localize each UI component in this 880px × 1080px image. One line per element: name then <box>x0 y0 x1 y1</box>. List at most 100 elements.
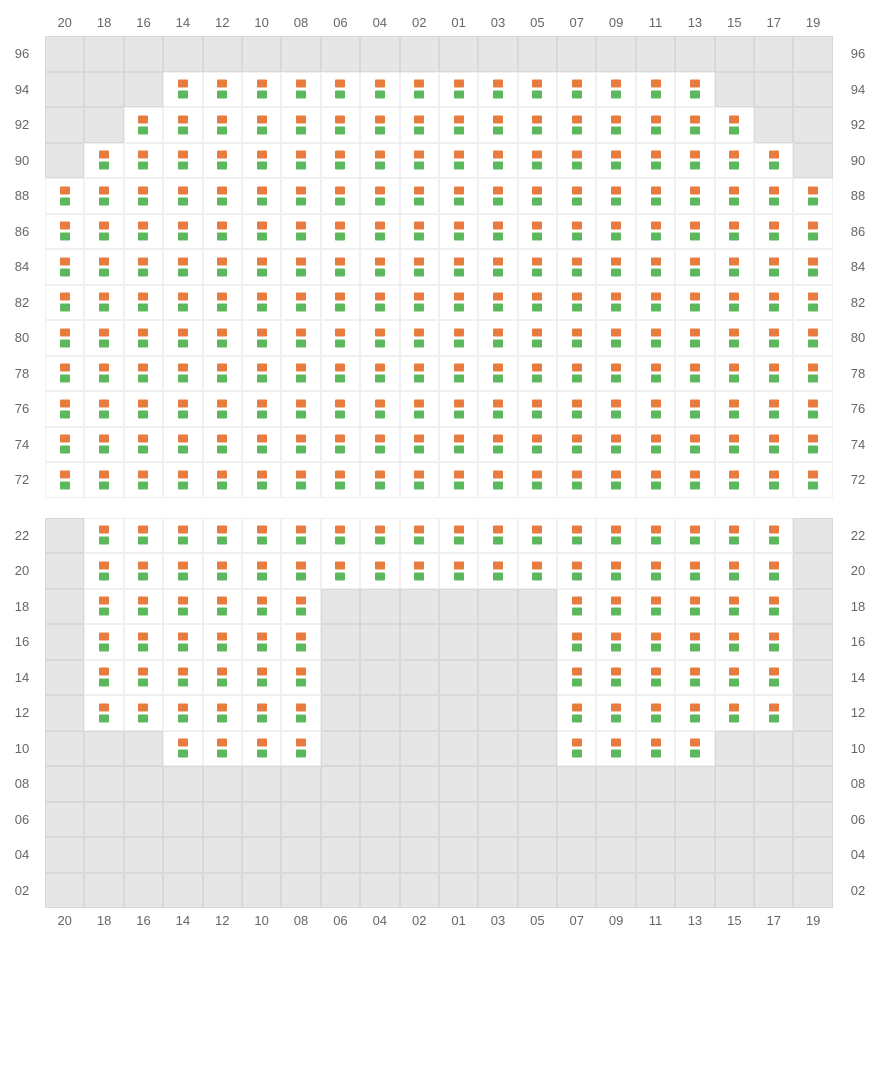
seat-cell[interactable] <box>596 356 635 392</box>
seat-cell[interactable] <box>45 320 84 356</box>
seat-cell[interactable] <box>518 320 557 356</box>
seat-cell[interactable] <box>636 285 675 321</box>
seat-cell[interactable] <box>45 391 84 427</box>
seat-cell[interactable] <box>715 589 754 625</box>
seat-cell[interactable] <box>439 391 478 427</box>
seat-cell[interactable] <box>478 178 517 214</box>
seat-cell[interactable] <box>281 320 320 356</box>
seat-cell[interactable] <box>715 249 754 285</box>
seat-cell[interactable] <box>45 356 84 392</box>
seat-cell[interactable] <box>84 285 123 321</box>
seat-cell[interactable] <box>321 356 360 392</box>
seat-cell[interactable] <box>124 589 163 625</box>
seat-cell[interactable] <box>281 391 320 427</box>
seat-cell[interactable] <box>203 518 242 554</box>
seat-cell[interactable] <box>754 249 793 285</box>
seat-cell[interactable] <box>45 214 84 250</box>
seat-cell[interactable] <box>557 660 596 696</box>
seat-cell[interactable] <box>321 214 360 250</box>
seat-cell[interactable] <box>557 589 596 625</box>
seat-cell[interactable] <box>242 178 281 214</box>
seat-cell[interactable] <box>596 695 635 731</box>
seat-cell[interactable] <box>636 624 675 660</box>
seat-cell[interactable] <box>675 731 714 767</box>
seat-cell[interactable] <box>124 695 163 731</box>
seat-cell[interactable] <box>557 178 596 214</box>
seat-cell[interactable] <box>478 72 517 108</box>
seat-cell[interactable] <box>715 695 754 731</box>
seat-cell[interactable] <box>321 178 360 214</box>
seat-cell[interactable] <box>636 391 675 427</box>
seat-cell[interactable] <box>163 462 202 498</box>
seat-cell[interactable] <box>400 427 439 463</box>
seat-cell[interactable] <box>518 285 557 321</box>
seat-cell[interactable] <box>715 518 754 554</box>
seat-cell[interactable] <box>124 249 163 285</box>
seat-cell[interactable] <box>163 427 202 463</box>
seat-cell[interactable] <box>439 72 478 108</box>
seat-cell[interactable] <box>163 356 202 392</box>
seat-cell[interactable] <box>163 249 202 285</box>
seat-cell[interactable] <box>163 589 202 625</box>
seat-cell[interactable] <box>636 214 675 250</box>
seat-cell[interactable] <box>596 731 635 767</box>
seat-cell[interactable] <box>360 462 399 498</box>
seat-cell[interactable] <box>45 285 84 321</box>
seat-cell[interactable] <box>715 285 754 321</box>
seat-cell[interactable] <box>518 553 557 589</box>
seat-cell[interactable] <box>163 320 202 356</box>
seat-cell[interactable] <box>675 660 714 696</box>
seat-cell[interactable] <box>793 462 832 498</box>
seat-cell[interactable] <box>754 285 793 321</box>
seat-cell[interactable] <box>715 214 754 250</box>
seat-cell[interactable] <box>754 660 793 696</box>
seat-cell[interactable] <box>242 143 281 179</box>
seat-cell[interactable] <box>124 624 163 660</box>
seat-cell[interactable] <box>84 660 123 696</box>
seat-cell[interactable] <box>557 518 596 554</box>
seat-cell[interactable] <box>400 356 439 392</box>
seat-cell[interactable] <box>400 553 439 589</box>
seat-cell[interactable] <box>242 518 281 554</box>
seat-cell[interactable] <box>478 518 517 554</box>
seat-cell[interactable] <box>557 695 596 731</box>
seat-cell[interactable] <box>360 249 399 285</box>
seat-cell[interactable] <box>596 660 635 696</box>
seat-cell[interactable] <box>163 285 202 321</box>
seat-cell[interactable] <box>321 518 360 554</box>
seat-cell[interactable] <box>754 624 793 660</box>
seat-cell[interactable] <box>321 462 360 498</box>
seat-cell[interactable] <box>439 320 478 356</box>
seat-cell[interactable] <box>400 214 439 250</box>
seat-cell[interactable] <box>360 391 399 427</box>
seat-cell[interactable] <box>84 695 123 731</box>
seat-cell[interactable] <box>45 178 84 214</box>
seat-cell[interactable] <box>675 427 714 463</box>
seat-cell[interactable] <box>557 249 596 285</box>
seat-cell[interactable] <box>596 320 635 356</box>
seat-cell[interactable] <box>518 178 557 214</box>
seat-cell[interactable] <box>84 553 123 589</box>
seat-cell[interactable] <box>636 107 675 143</box>
seat-cell[interactable] <box>321 249 360 285</box>
seat-cell[interactable] <box>557 731 596 767</box>
seat-cell[interactable] <box>715 462 754 498</box>
seat-cell[interactable] <box>281 660 320 696</box>
seat-cell[interactable] <box>754 391 793 427</box>
seat-cell[interactable] <box>557 214 596 250</box>
seat-cell[interactable] <box>124 285 163 321</box>
seat-cell[interactable] <box>675 143 714 179</box>
seat-cell[interactable] <box>163 143 202 179</box>
seat-cell[interactable] <box>281 72 320 108</box>
seat-cell[interactable] <box>124 660 163 696</box>
seat-cell[interactable] <box>163 695 202 731</box>
seat-cell[interactable] <box>636 427 675 463</box>
seat-cell[interactable] <box>242 72 281 108</box>
seat-cell[interactable] <box>124 214 163 250</box>
seat-cell[interactable] <box>242 320 281 356</box>
seat-cell[interactable] <box>321 320 360 356</box>
seat-cell[interactable] <box>84 624 123 660</box>
seat-cell[interactable] <box>715 320 754 356</box>
seat-cell[interactable] <box>478 285 517 321</box>
seat-cell[interactable] <box>596 107 635 143</box>
